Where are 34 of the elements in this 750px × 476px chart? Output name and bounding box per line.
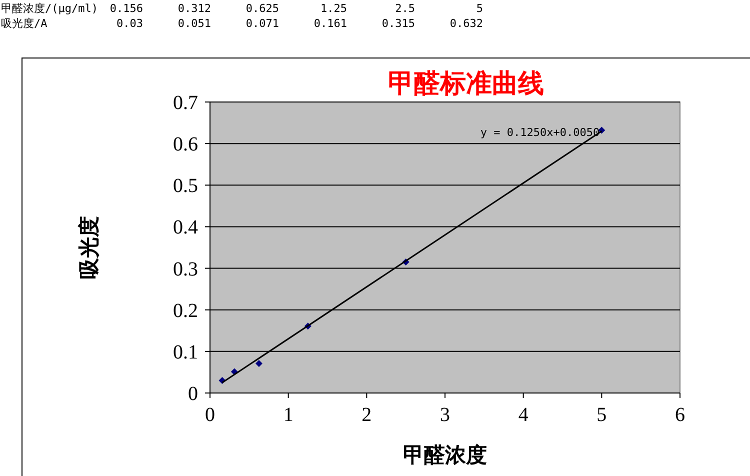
data-label: 0.03 (116, 17, 143, 30)
x-tick-label: 2 (362, 404, 372, 426)
data-label: 0.632 (450, 17, 483, 30)
annotation: y = 0.1250x+0.0050 (480, 126, 600, 139)
text: 甲醛浓度/(μg/ml) (1, 2, 98, 15)
y-tick-label: 0 (188, 383, 198, 405)
data-label: 0.161 (314, 17, 347, 30)
data-label: 0.071 (246, 17, 279, 30)
category-label: 0.312 (178, 2, 211, 15)
y-tick-label: 0.7 (173, 92, 198, 114)
point (255, 360, 262, 367)
y-tick-label: 0.2 (173, 300, 198, 322)
category-label: 1.25 (320, 2, 347, 15)
x-tick-label: 6 (675, 404, 685, 426)
y-tick-label: 0.4 (173, 216, 198, 239)
category-label: 5 (476, 2, 483, 15)
category-label: 0.625 (246, 2, 279, 15)
y-tick-label: 0.1 (173, 341, 198, 364)
text: 吸光度/A (1, 17, 48, 30)
data-label: 0.315 (382, 17, 415, 30)
y-tick-label: 0.6 (173, 134, 198, 156)
y-tick-label: 0.3 (173, 258, 198, 280)
data-label: 0.051 (178, 17, 211, 30)
category-label: 2.5 (395, 2, 415, 15)
x-tick-label: 3 (440, 404, 450, 426)
y-tick-label: 0.5 (173, 175, 198, 198)
x-tick-label: 4 (518, 404, 528, 426)
x-tick-label: 0 (205, 404, 215, 426)
y-axis-title: 吸光度 (77, 216, 101, 279)
chart-title: 甲醛标准曲线 (388, 69, 544, 98)
x-tick-label: 1 (283, 404, 294, 426)
category-label: 0.156 (110, 2, 143, 15)
x-tick-label: 5 (596, 404, 607, 426)
x-axis-title: 甲醛浓度 (403, 443, 487, 467)
